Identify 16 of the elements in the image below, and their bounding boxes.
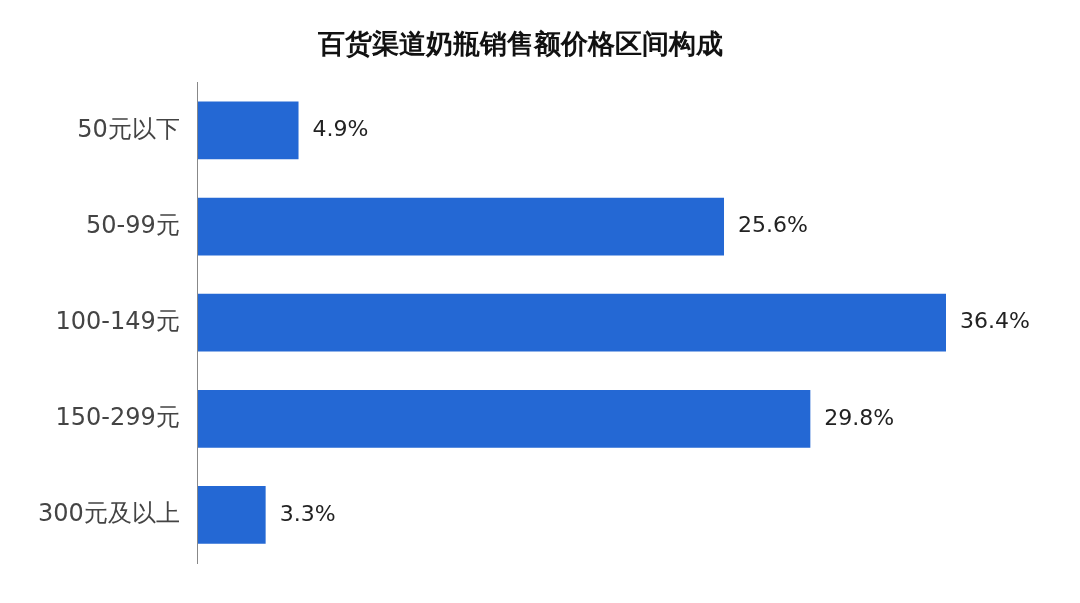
data-label: 3.3% <box>279 500 336 526</box>
chart-title: 百货渠道奶瓶销售额价格区间构成 <box>316 28 723 60</box>
bar <box>197 101 299 160</box>
bar <box>197 197 725 256</box>
y-tick-label: 50元以下 <box>77 114 180 143</box>
y-tick-label: 50-99元 <box>86 210 180 239</box>
data-label: 36.4% <box>960 308 1030 334</box>
y-tick-label: 150-299元 <box>55 403 180 432</box>
data-label: 4.9% <box>312 116 369 142</box>
data-label: 29.8% <box>824 404 895 430</box>
bar <box>197 389 811 448</box>
bar <box>197 293 946 352</box>
y-tick-label: 300元及以上 <box>38 499 180 528</box>
data-label: 25.6% <box>738 212 808 238</box>
bar <box>197 486 266 544</box>
y-tick-label: 100-149元 <box>55 306 180 335</box>
